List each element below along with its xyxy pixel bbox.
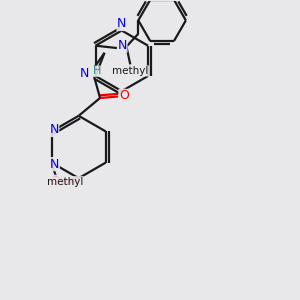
Text: N: N	[117, 17, 127, 31]
Text: N: N	[118, 39, 127, 52]
Text: methyl: methyl	[47, 177, 83, 187]
Text: N: N	[50, 158, 59, 171]
Text: O: O	[119, 89, 129, 102]
Text: methyl: methyl	[112, 66, 148, 76]
Text: H: H	[93, 66, 101, 76]
Text: N: N	[80, 67, 89, 80]
Text: N: N	[49, 123, 59, 136]
Text: O: O	[50, 175, 60, 188]
